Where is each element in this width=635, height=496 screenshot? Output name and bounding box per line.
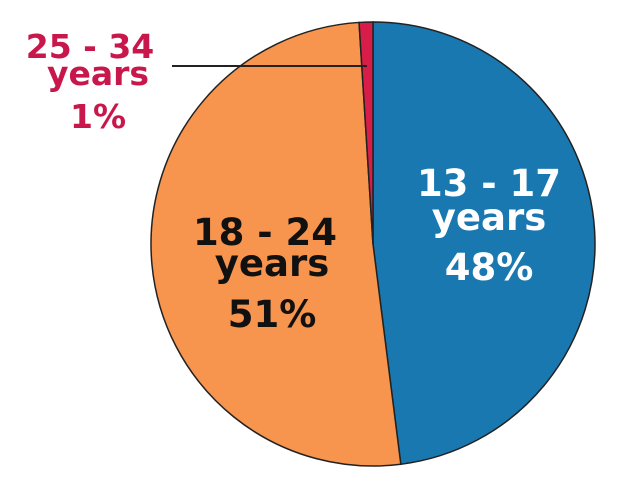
slice-label-25-34-percent: 1% [70, 97, 126, 136]
slice-label-25-34-unit: years [47, 54, 149, 93]
slice-label-13-17-percent: 48% [445, 246, 534, 289]
slice-label-25-34-range: 25 - 34 [26, 27, 155, 66]
slice-label-13-17-range: 13 - 17 [417, 162, 561, 205]
slice-25-34 [358, 21, 374, 245]
pie-slices [150, 21, 596, 467]
slice-label-18-24-unit: years [215, 242, 329, 285]
slice-13-17 [372, 21, 596, 466]
slice-label-18-24-range: 18 - 24 [193, 211, 337, 254]
slice-label-18-24-percent: 51% [228, 293, 317, 336]
slice-label-13-17-unit: years [432, 196, 546, 239]
slice-18-24 [150, 21, 402, 467]
